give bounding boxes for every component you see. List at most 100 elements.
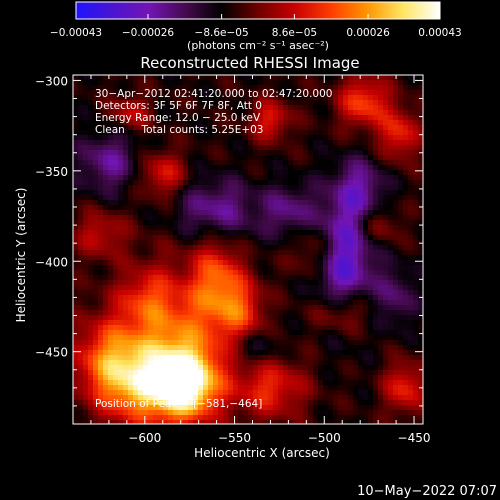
heatmap-cell <box>393 365 399 371</box>
heatmap-cell <box>403 365 409 371</box>
heatmap-cell <box>413 110 419 116</box>
heatmap-cell <box>88 80 94 86</box>
heatmap-cell <box>118 290 124 296</box>
heatmap-cell <box>93 285 99 291</box>
heatmap-cell <box>238 290 244 296</box>
heatmap-cell <box>153 335 159 341</box>
heatmap-cell <box>288 185 294 191</box>
heatmap-cell <box>103 415 109 421</box>
heatmap-cell <box>173 190 179 196</box>
heatmap-cell <box>143 230 149 236</box>
heatmap-cell <box>243 370 249 376</box>
heatmap-cell <box>98 180 104 186</box>
heatmap-cell <box>143 250 149 256</box>
heatmap-cell <box>283 140 289 146</box>
heatmap-cell <box>168 240 174 246</box>
heatmap-cell <box>248 380 254 386</box>
heatmap-cell <box>218 420 224 424</box>
heatmap-cell <box>253 210 259 216</box>
heatmap-cell <box>153 290 159 296</box>
heatmap-cell <box>278 280 284 286</box>
heatmap-cell <box>188 245 194 251</box>
heatmap-cell <box>283 315 289 321</box>
heatmap-cell <box>158 220 164 226</box>
heatmap-cell <box>178 125 184 131</box>
heatmap-cell <box>188 315 194 321</box>
heatmap-cell <box>323 405 329 411</box>
heatmap-cell <box>128 335 134 341</box>
heatmap-cell <box>153 345 159 351</box>
heatmap-cell <box>163 245 169 251</box>
heatmap-cell <box>373 350 379 356</box>
heatmap-cell <box>323 100 329 106</box>
heatmap-cell <box>173 80 179 86</box>
heatmap-cell <box>363 305 369 311</box>
heatmap-cell <box>238 385 244 391</box>
heatmap-cell <box>378 170 384 176</box>
heatmap-cell <box>188 275 194 281</box>
heatmap-cell <box>98 410 104 416</box>
heatmap-cell <box>253 145 259 151</box>
heatmap-cell <box>408 375 414 381</box>
heatmap-cell <box>198 340 204 346</box>
heatmap-cell <box>138 160 144 166</box>
heatmap-cell <box>158 135 164 141</box>
heatmap-cell <box>228 290 234 296</box>
heatmap-cell <box>298 380 304 386</box>
heatmap-cell <box>118 135 124 141</box>
heatmap-cell <box>158 185 164 191</box>
heatmap-cell <box>173 330 179 336</box>
heatmap-cell <box>88 135 94 141</box>
heatmap-cell <box>303 255 309 261</box>
heatmap-cell <box>268 120 274 126</box>
heatmap-cell <box>403 85 409 91</box>
heatmap-cell <box>133 205 139 211</box>
heatmap-cell <box>78 270 84 276</box>
heatmap-cell <box>178 330 184 336</box>
heatmap-cell <box>363 160 369 166</box>
heatmap-cell <box>353 120 359 126</box>
heatmap-cell <box>318 165 324 171</box>
heatmap-cell <box>268 410 274 416</box>
heatmap-cell <box>368 100 374 106</box>
heatmap-cell <box>278 185 284 191</box>
heatmap-cell <box>258 135 264 141</box>
heatmap-cell <box>158 415 164 421</box>
heatmap-cell <box>188 190 194 196</box>
heatmap-cell <box>133 265 139 271</box>
heatmap-cell <box>408 75 414 81</box>
heatmap-cell <box>223 345 229 351</box>
heatmap-cell <box>263 355 269 361</box>
heatmap-cell <box>153 215 159 221</box>
heatmap-cell <box>293 215 299 221</box>
heatmap-cell <box>258 85 264 91</box>
heatmap-cell <box>138 170 144 176</box>
heatmap-cell <box>203 405 209 411</box>
heatmap-cell <box>383 140 389 146</box>
heatmap-cell <box>83 325 89 331</box>
heatmap-cell <box>78 315 84 321</box>
heatmap-cell <box>293 125 299 131</box>
heatmap-cell <box>418 235 423 241</box>
heatmap-cell <box>388 135 394 141</box>
heatmap-cell <box>348 160 354 166</box>
heatmap-cell <box>333 365 339 371</box>
heatmap-cell <box>373 180 379 186</box>
heatmap-cell <box>273 305 279 311</box>
heatmap-cell <box>93 150 99 156</box>
heatmap-cell <box>218 340 224 346</box>
heatmap-cell <box>158 240 164 246</box>
heatmap-cell <box>88 220 94 226</box>
heatmap-cell <box>383 245 389 251</box>
heatmap-cell <box>138 155 144 161</box>
heatmap-cell <box>268 210 274 216</box>
heatmap-cell <box>128 320 134 326</box>
heatmap-cell <box>398 145 404 151</box>
heatmap-cell <box>148 280 154 286</box>
heatmap-cell <box>383 385 389 391</box>
heatmap-cell <box>173 110 179 116</box>
heatmap-cell <box>193 180 199 186</box>
heatmap-cell <box>193 240 199 246</box>
heatmap-cell <box>123 270 129 276</box>
heatmap-cell <box>273 225 279 231</box>
